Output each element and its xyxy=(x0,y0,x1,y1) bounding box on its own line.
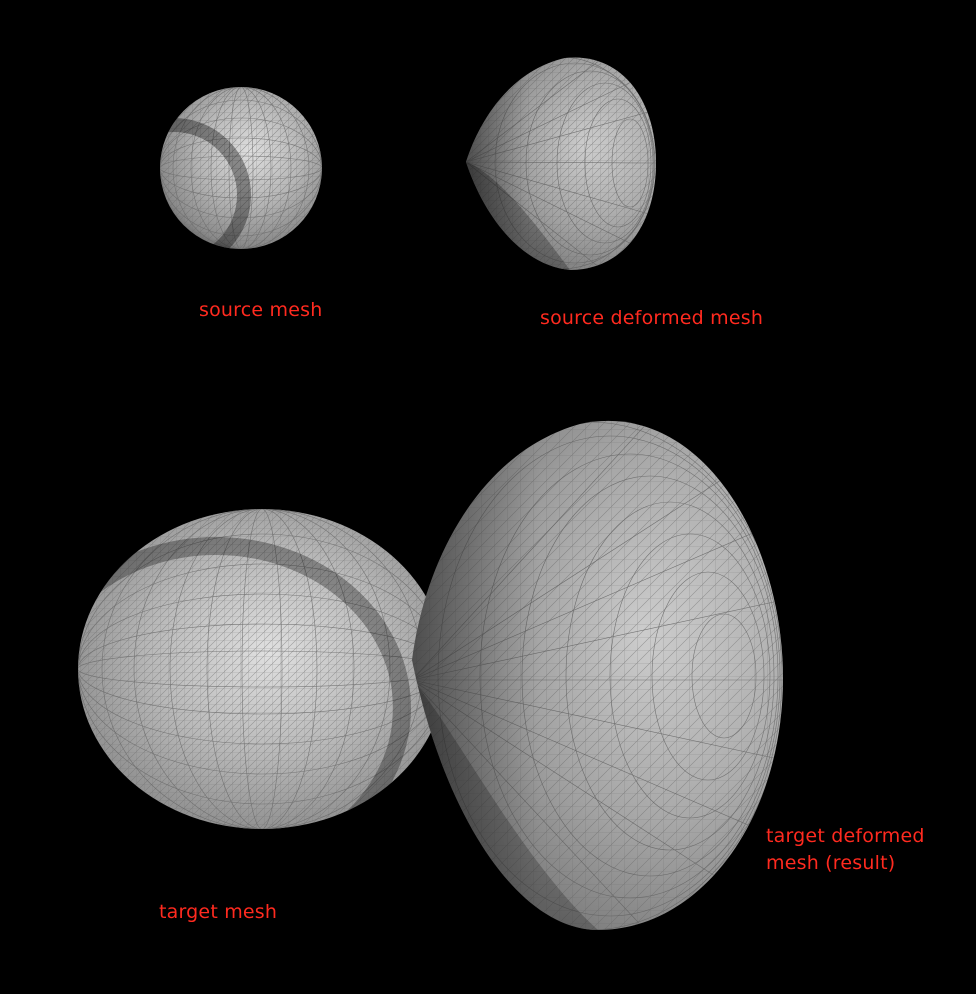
source-deformed-mesh-label: source deformed mesh xyxy=(540,307,764,329)
target-deformed-label-line2: mesh (result) xyxy=(766,852,896,874)
source-mesh-sphere xyxy=(160,87,322,249)
target-mesh-label: target mesh xyxy=(159,901,278,923)
target-deformed-mesh-label: target deformed mesh (result) xyxy=(766,823,925,877)
source-mesh-label: source mesh xyxy=(199,299,323,321)
target-deformed-label-line1: target deformed xyxy=(766,825,925,847)
target-mesh-ellipsoid xyxy=(78,509,446,829)
